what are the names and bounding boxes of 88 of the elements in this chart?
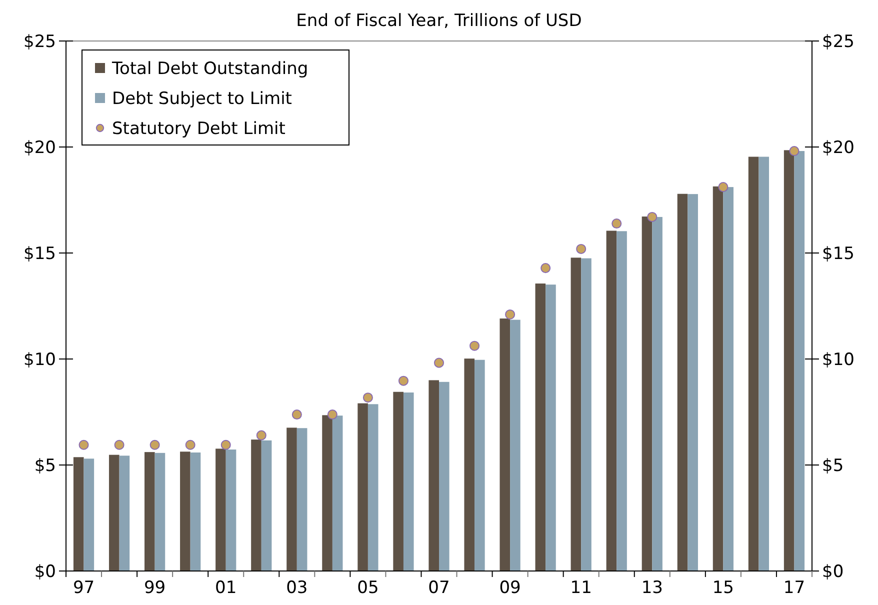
bar	[73, 457, 84, 571]
y-tick-label: $20	[24, 138, 56, 158]
bar	[261, 440, 272, 571]
bar	[546, 284, 556, 571]
bar	[758, 156, 770, 571]
x-tick-label: 03	[286, 578, 308, 598]
chart-title: End of Fiscal Year, Trillions of USD	[296, 11, 582, 31]
x-tick-label: 07	[428, 578, 450, 598]
x-tick-label: 13	[641, 578, 663, 598]
point	[612, 218, 622, 229]
bar	[393, 392, 404, 571]
x-tick-label: 99	[144, 578, 166, 598]
y2-tick-label: $25	[822, 32, 854, 52]
y2-tick-label: $20	[822, 138, 854, 158]
y2-tick-label: $15	[822, 244, 854, 264]
bar	[368, 404, 378, 571]
bar	[723, 187, 734, 571]
legend-label: Debt Subject to Limit	[112, 88, 292, 109]
bar	[144, 452, 155, 571]
bar	[606, 230, 617, 571]
bar	[439, 382, 450, 571]
bar	[251, 440, 262, 571]
point	[185, 440, 196, 450]
point	[470, 340, 480, 351]
y2-tick-label: $5	[822, 456, 844, 476]
bar	[428, 380, 439, 571]
bar	[500, 318, 510, 571]
bar	[154, 452, 166, 571]
bar	[286, 428, 297, 571]
x-tick-label: 05	[357, 578, 379, 598]
bar	[119, 456, 130, 571]
bar	[474, 360, 485, 571]
bar	[748, 156, 759, 571]
y-tick-label: $15	[24, 244, 56, 264]
legend-label: Total Debt Outstanding	[111, 58, 308, 79]
y-tick-label: $0	[34, 562, 56, 582]
bar	[84, 458, 94, 571]
bar	[226, 450, 236, 571]
legend-label: Statutory Debt Limit	[112, 118, 286, 139]
bar	[642, 216, 652, 571]
bar	[108, 454, 120, 571]
bar	[332, 416, 343, 571]
y-tick-label: $25	[24, 32, 56, 52]
point	[505, 309, 516, 320]
point	[256, 430, 266, 440]
bar	[616, 231, 627, 571]
x-tick-label: 09	[499, 578, 521, 598]
x-tick-label: 97	[72, 578, 95, 598]
bar	[216, 448, 226, 571]
point	[114, 440, 124, 450]
bar	[712, 186, 724, 571]
y-tick-label: $10	[24, 350, 56, 370]
y-tick-label: $5	[34, 456, 56, 476]
bar	[677, 194, 688, 571]
x-tick-label: 01	[215, 578, 237, 598]
point	[362, 392, 373, 403]
bar	[510, 320, 520, 571]
bar	[535, 284, 546, 571]
point	[78, 440, 89, 450]
bar	[464, 358, 475, 571]
x-tick-label: 17	[783, 578, 806, 598]
y2-tick-label: $10	[822, 350, 854, 370]
bar	[322, 415, 332, 571]
point	[789, 146, 800, 156]
bar	[403, 392, 414, 571]
point	[647, 212, 658, 222]
bar	[794, 151, 805, 571]
bar	[358, 403, 368, 571]
point	[434, 358, 444, 368]
y2-tick-label: $0	[822, 562, 844, 582]
bar	[570, 258, 582, 571]
point	[150, 440, 160, 450]
point	[718, 182, 728, 192]
point	[220, 440, 231, 450]
point	[327, 410, 338, 420]
bar	[688, 194, 698, 571]
point	[292, 410, 302, 420]
bar	[296, 428, 308, 571]
x-tick-label: 11	[570, 578, 592, 598]
bar	[581, 258, 592, 571]
bar	[652, 216, 662, 571]
point	[576, 244, 586, 254]
bar	[180, 452, 190, 571]
point	[540, 263, 551, 274]
x-tick-label: 15	[712, 578, 734, 598]
point	[398, 376, 408, 386]
bar	[190, 452, 201, 571]
bar	[784, 150, 794, 571]
